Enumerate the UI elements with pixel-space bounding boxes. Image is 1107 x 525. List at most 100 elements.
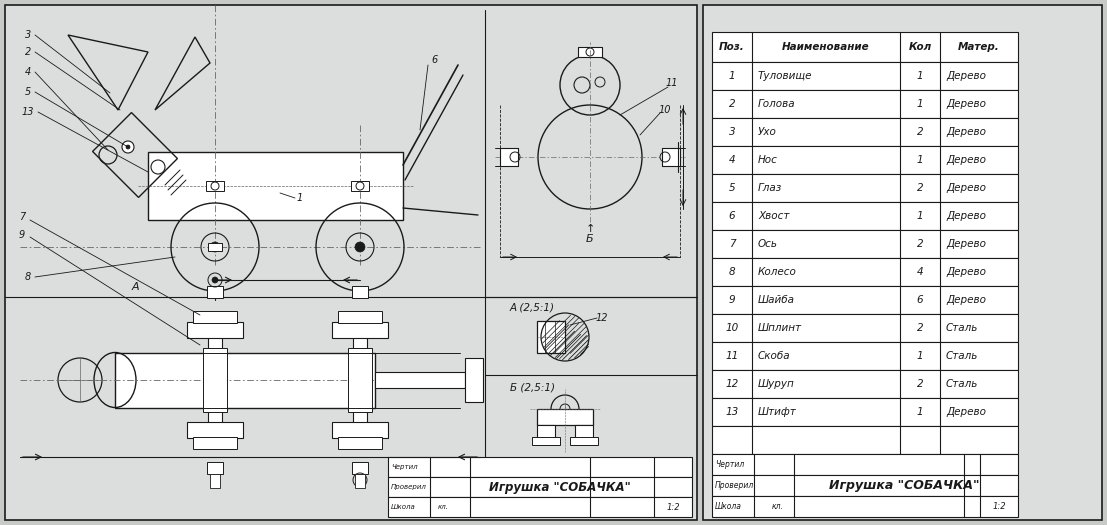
Text: Б (2,5:1): Б (2,5:1) xyxy=(510,382,555,392)
Text: Школа: Школа xyxy=(391,504,416,510)
Text: 9: 9 xyxy=(728,295,735,305)
Bar xyxy=(712,342,1018,370)
Bar xyxy=(537,409,593,425)
Text: 10: 10 xyxy=(659,105,671,115)
Bar xyxy=(387,497,692,517)
Bar xyxy=(712,258,1018,286)
Bar xyxy=(193,437,237,449)
Text: Дерево: Дерево xyxy=(946,155,986,165)
Bar xyxy=(115,352,375,407)
Text: 6: 6 xyxy=(728,211,735,221)
Text: Шуруп: Шуруп xyxy=(758,379,795,389)
Text: Сталь: Сталь xyxy=(946,379,979,389)
Text: 4: 4 xyxy=(24,67,31,77)
Text: 11: 11 xyxy=(725,351,738,361)
Bar xyxy=(712,32,1018,62)
Bar xyxy=(355,474,365,488)
Text: 10: 10 xyxy=(725,323,738,333)
Bar xyxy=(332,422,387,438)
Bar xyxy=(348,348,372,412)
Text: 1: 1 xyxy=(917,71,923,81)
Text: 2: 2 xyxy=(917,127,923,137)
Text: Игрушка "СОБАЧКА": Игрушка "СОБАЧКА" xyxy=(489,480,631,493)
Bar xyxy=(712,230,1018,258)
Bar xyxy=(187,422,244,438)
Bar xyxy=(6,5,697,520)
Circle shape xyxy=(210,242,220,252)
Bar xyxy=(712,62,1018,90)
Text: 1: 1 xyxy=(917,211,923,221)
Text: Скоба: Скоба xyxy=(758,351,790,361)
Text: кл.: кл. xyxy=(772,502,784,511)
Circle shape xyxy=(122,141,134,153)
Text: Дерево: Дерево xyxy=(946,295,986,305)
Text: 12: 12 xyxy=(725,379,738,389)
Text: Глаз: Глаз xyxy=(758,183,783,193)
Text: 8: 8 xyxy=(728,267,735,277)
Text: Дерево: Дерево xyxy=(946,71,986,81)
Bar xyxy=(712,202,1018,230)
Text: А (2,5:1): А (2,5:1) xyxy=(510,303,555,313)
Text: Игрушка "СОБАЧКА": Игрушка "СОБАЧКА" xyxy=(829,479,980,492)
Text: Туловище: Туловище xyxy=(758,71,813,81)
Bar xyxy=(712,146,1018,174)
Text: 12: 12 xyxy=(596,313,608,323)
Text: Школа: Школа xyxy=(715,502,742,511)
Text: Проверил: Проверил xyxy=(715,481,754,490)
Bar xyxy=(532,437,560,445)
Text: 6: 6 xyxy=(917,295,923,305)
Text: ↑: ↑ xyxy=(586,224,594,234)
Text: 1:2: 1:2 xyxy=(666,502,680,511)
Bar xyxy=(148,152,403,220)
Bar xyxy=(387,477,692,497)
Bar xyxy=(375,372,465,388)
Text: 2: 2 xyxy=(24,47,31,57)
Text: 1: 1 xyxy=(917,155,923,165)
Text: 7: 7 xyxy=(19,212,25,222)
Text: Поз.: Поз. xyxy=(720,42,745,52)
Text: 5: 5 xyxy=(24,87,31,97)
Bar xyxy=(712,314,1018,342)
Bar xyxy=(208,243,223,251)
Bar xyxy=(712,90,1018,118)
Bar xyxy=(712,118,1018,146)
Text: 5: 5 xyxy=(728,183,735,193)
Bar xyxy=(712,398,1018,426)
Bar xyxy=(662,148,680,166)
Bar xyxy=(352,286,368,298)
Text: Шайба: Шайба xyxy=(758,295,795,305)
Text: 2: 2 xyxy=(917,239,923,249)
Text: Дерево: Дерево xyxy=(946,99,986,109)
Text: 4: 4 xyxy=(917,267,923,277)
Bar xyxy=(712,370,1018,398)
Text: Голова: Голова xyxy=(758,99,796,109)
Bar xyxy=(465,358,483,402)
Circle shape xyxy=(151,160,165,174)
Bar xyxy=(570,437,598,445)
Text: кл.: кл. xyxy=(438,504,449,510)
Text: Дерево: Дерево xyxy=(946,239,986,249)
Text: Колесо: Колесо xyxy=(758,267,797,277)
Bar xyxy=(352,462,368,474)
Text: Кол: Кол xyxy=(909,42,932,52)
Bar xyxy=(193,311,237,323)
Text: Шплинт: Шплинт xyxy=(758,323,801,333)
Bar xyxy=(575,425,593,439)
Text: Дерево: Дерево xyxy=(946,211,986,221)
Text: Б: Б xyxy=(587,234,593,244)
Text: 1: 1 xyxy=(917,351,923,361)
Text: Сталь: Сталь xyxy=(946,323,979,333)
Bar xyxy=(207,286,223,298)
Text: Проверил: Проверил xyxy=(391,484,427,490)
Bar xyxy=(387,457,692,477)
Circle shape xyxy=(211,182,219,190)
Text: 2: 2 xyxy=(917,323,923,333)
Text: Матер.: Матер. xyxy=(959,42,1000,52)
Bar xyxy=(712,475,1018,496)
Bar xyxy=(338,437,382,449)
Text: 1: 1 xyxy=(917,99,923,109)
Text: Чертил: Чертил xyxy=(715,460,744,469)
Text: Дерево: Дерево xyxy=(946,267,986,277)
Bar xyxy=(703,5,1101,520)
Text: 1: 1 xyxy=(728,71,735,81)
